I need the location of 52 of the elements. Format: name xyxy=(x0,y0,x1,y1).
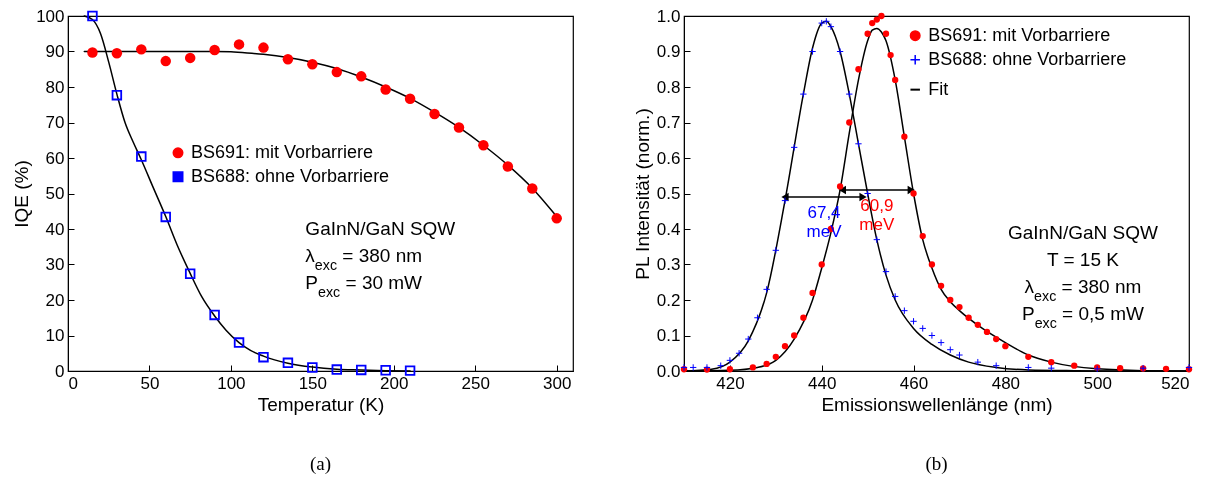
x-tick-label: 300 xyxy=(543,373,572,393)
y-tick-label: 20 xyxy=(45,290,65,310)
y-tick-label: 0.4 xyxy=(656,219,681,239)
legend-label: BS688: ohne Vorbarriere xyxy=(191,165,390,186)
x-tick-label: 100 xyxy=(217,373,246,393)
x-tick-label: 0 xyxy=(68,373,78,393)
annotation: GaInN/GaN SQW xyxy=(1007,221,1158,243)
y-tick-label: 0.0 xyxy=(656,361,681,381)
x-axis-title: Temperatur (K) xyxy=(257,393,385,415)
legend-label: BS691: mit Vorbarriere xyxy=(191,141,374,162)
y-tick-label: 10 xyxy=(45,326,65,345)
y-tick-label: 0.9 xyxy=(656,42,681,61)
y-tick-label: 0.5 xyxy=(656,184,681,203)
y-tick-label: 1.0 xyxy=(656,6,681,26)
annotation: λ$_{exc}$ = 380 nm xyxy=(1024,275,1142,304)
x-tick-label: 440 xyxy=(808,373,837,393)
x-tick-label: 250 xyxy=(461,373,490,393)
annotation: GaInN/GaN SQW xyxy=(305,218,456,239)
y-axis-title: PL Intensität (norm.) xyxy=(631,108,653,280)
legend-label: BS691: mit Vorbarriere xyxy=(928,24,1111,45)
y-tick-label: 50 xyxy=(45,184,65,203)
x-tick-label: 460 xyxy=(899,373,929,393)
y-tick-label: 80 xyxy=(45,77,65,97)
y-tick-label: 0.3 xyxy=(656,255,681,274)
y-tick-label: 0.1 xyxy=(656,326,681,345)
y-tick-label: 90 xyxy=(45,42,65,61)
x-tick-label: 480 xyxy=(991,373,1021,393)
annotation: P$_{exc}$ = 30 mW xyxy=(305,272,423,300)
annotation: λ$_{exc}$ = 380 nm xyxy=(305,245,423,273)
y-tick-label: 60 xyxy=(45,148,65,168)
x-tick-label: 50 xyxy=(140,373,160,393)
text: (a) xyxy=(309,453,332,475)
x-tick-label: 420 xyxy=(716,373,745,393)
y-tick-label: 0.6 xyxy=(656,148,681,168)
y-tick-label: 0.7 xyxy=(656,113,681,132)
text: (b) xyxy=(925,453,948,475)
legend-label: Fit xyxy=(928,78,949,99)
y-tick-label: 0.8 xyxy=(656,77,681,97)
x-tick-label: 500 xyxy=(1083,373,1112,393)
legend-label: BS688: ohne Vorbarriere xyxy=(928,48,1127,69)
y-tick-label: 30 xyxy=(45,255,65,274)
annotation: T = 15 K xyxy=(1046,248,1120,270)
y-tick-label: 0.2 xyxy=(656,290,681,310)
x-tick-label: 150 xyxy=(298,373,328,393)
x-tick-label: 520 xyxy=(1161,373,1190,393)
y-axis-title: IQE (%) xyxy=(11,160,33,228)
y-tick-label: 40 xyxy=(45,219,65,239)
y-tick-label: 100 xyxy=(36,6,65,26)
x-axis-title: Emissionswellenlänge (nm) xyxy=(821,393,1053,415)
x-tick-label: 200 xyxy=(380,373,409,393)
y-tick-label: 70 xyxy=(45,113,65,132)
annotation: P$_{exc}$ = 0,5 mW xyxy=(1021,302,1144,331)
